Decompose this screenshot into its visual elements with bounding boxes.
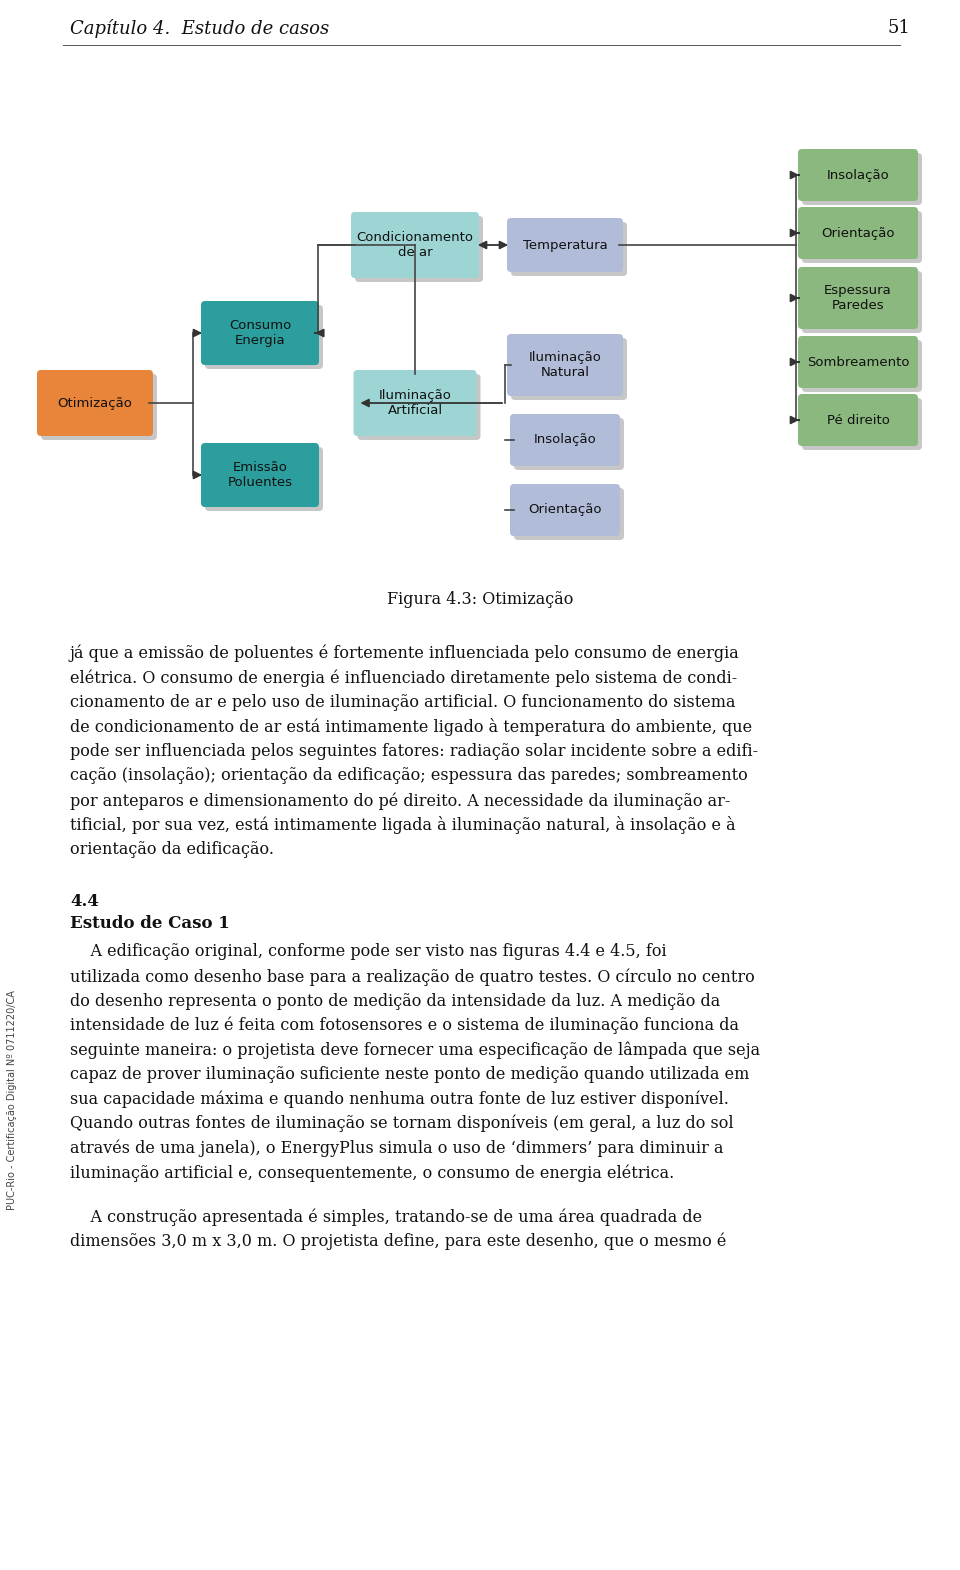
FancyBboxPatch shape [798, 149, 918, 201]
Text: Pé direito: Pé direito [827, 413, 889, 427]
Text: cionamento de ar e pelo uso de iluminação artificial. O funcionamento do sistema: cionamento de ar e pelo uso de iluminaçã… [70, 694, 735, 711]
Text: orientação da edificação.: orientação da edificação. [70, 842, 274, 857]
FancyBboxPatch shape [514, 488, 624, 540]
FancyBboxPatch shape [351, 212, 479, 278]
Text: Consumo
Energia: Consumo Energia [228, 319, 291, 347]
FancyBboxPatch shape [798, 394, 918, 446]
FancyBboxPatch shape [353, 371, 476, 436]
Text: Quando outras fontes de iluminação se tornam disponíveis (em geral, a luz do sol: Quando outras fontes de iluminação se to… [70, 1115, 733, 1132]
FancyBboxPatch shape [802, 210, 922, 264]
Text: Insolação: Insolação [827, 168, 889, 182]
Text: utilizada como desenho base para a realização de quatro testes. O círculo no cen: utilizada como desenho base para a reali… [70, 969, 755, 986]
Text: seguinte maneira: o projetista deve fornecer uma especificação de lâmpada que se: seguinte maneira: o projetista deve forn… [70, 1041, 760, 1060]
FancyBboxPatch shape [357, 374, 481, 440]
FancyBboxPatch shape [510, 484, 620, 535]
Text: 51: 51 [887, 19, 910, 38]
Text: iluminação artificial e, consequentemente, o consumo de energia elétrica.: iluminação artificial e, consequentement… [70, 1163, 674, 1182]
FancyBboxPatch shape [514, 418, 624, 469]
Text: Insolação: Insolação [534, 433, 596, 446]
Text: PUC-Rio - Certificação Digital Nº 0711220/CA: PUC-Rio - Certificação Digital Nº 071122… [7, 991, 17, 1210]
Text: Capítulo 4.  Estudo de casos: Capítulo 4. Estudo de casos [70, 19, 329, 38]
FancyBboxPatch shape [37, 371, 153, 436]
Text: tificial, por sua vez, está intimamente ligada à iluminação natural, à insolação: tificial, por sua vez, está intimamente … [70, 816, 735, 835]
FancyBboxPatch shape [510, 414, 620, 466]
Text: A construção apresentada é simples, tratando-se de uma área quadrada de: A construção apresentada é simples, trat… [70, 1209, 702, 1226]
FancyBboxPatch shape [205, 447, 323, 510]
Text: por anteparos e dimensionamento do pé direito. A necessidade da iluminação ar-: por anteparos e dimensionamento do pé di… [70, 791, 731, 810]
FancyBboxPatch shape [201, 301, 319, 364]
FancyBboxPatch shape [511, 221, 627, 276]
Text: Emissão
Poluentes: Emissão Poluentes [228, 462, 293, 488]
Text: Condicionamento
de ar: Condicionamento de ar [356, 231, 473, 259]
FancyBboxPatch shape [201, 443, 319, 507]
Text: sua capacidade máxima e quando nenhuma outra fonte de luz estiver disponível.: sua capacidade máxima e quando nenhuma o… [70, 1091, 729, 1108]
FancyBboxPatch shape [802, 272, 922, 333]
Text: Espessura
Paredes: Espessura Paredes [824, 284, 892, 312]
Text: intensidade de luz é feita com fotosensores e o sistema de iluminação funciona d: intensidade de luz é feita com fotosenso… [70, 1017, 739, 1035]
FancyBboxPatch shape [798, 267, 918, 330]
Text: Otimização: Otimização [58, 397, 132, 410]
Text: Iluminação
Artificial: Iluminação Artificial [378, 389, 451, 418]
Text: 4.4: 4.4 [70, 893, 99, 911]
Text: já que a emissão de poluentes é fortemente influenciada pelo consumo de energia: já que a emissão de poluentes é fortemen… [70, 645, 740, 663]
Text: pode ser influenciada pelos seguintes fatores: radiação solar incidente sobre a : pode ser influenciada pelos seguintes fa… [70, 743, 758, 760]
Text: Estudo de Caso 1: Estudo de Caso 1 [70, 915, 229, 933]
Text: dimensões 3,0 m x 3,0 m. O projetista define, para este desenho, que o mesmo é: dimensões 3,0 m x 3,0 m. O projetista de… [70, 1232, 727, 1250]
Text: capaz de prover iluminação suficiente neste ponto de medição quando utilizada em: capaz de prover iluminação suficiente ne… [70, 1066, 750, 1083]
FancyBboxPatch shape [507, 334, 623, 396]
Text: elétrica. O consumo de energia é influenciado diretamente pelo sistema de condi-: elétrica. O consumo de energia é influen… [70, 669, 737, 688]
Text: Orientação: Orientação [821, 226, 895, 240]
FancyBboxPatch shape [802, 152, 922, 206]
Text: A edificação original, conforme pode ser visto nas figuras 4.4 e 4.5, foi: A edificação original, conforme pode ser… [70, 944, 666, 961]
Text: através de uma janela), o EnergyPlus simula o uso de ‘dimmers’ para diminuir a: através de uma janela), o EnergyPlus sim… [70, 1140, 724, 1157]
Text: Orientação: Orientação [528, 504, 602, 517]
FancyBboxPatch shape [802, 399, 922, 451]
FancyBboxPatch shape [798, 336, 918, 388]
FancyBboxPatch shape [798, 207, 918, 259]
Text: de condicionamento de ar está intimamente ligado à temperatura do ambiente, que: de condicionamento de ar está intimament… [70, 719, 752, 736]
FancyBboxPatch shape [511, 338, 627, 400]
Text: do desenho representa o ponto de medição da intensidade da luz. A medição da: do desenho representa o ponto de medição… [70, 992, 720, 1010]
FancyBboxPatch shape [507, 218, 623, 272]
Text: Iluminação
Natural: Iluminação Natural [529, 352, 601, 378]
Text: cação (insolação); orientação da edificação; espessura das paredes; sombreamento: cação (insolação); orientação da edifica… [70, 768, 748, 785]
Text: Sombreamento: Sombreamento [806, 355, 909, 369]
FancyBboxPatch shape [355, 217, 483, 283]
FancyBboxPatch shape [802, 341, 922, 392]
FancyBboxPatch shape [41, 374, 157, 440]
Text: Temperatura: Temperatura [522, 239, 608, 251]
Text: Figura 4.3: Otimização: Figura 4.3: Otimização [387, 592, 573, 609]
FancyBboxPatch shape [205, 305, 323, 369]
